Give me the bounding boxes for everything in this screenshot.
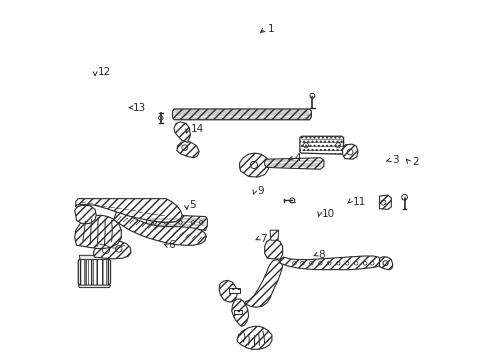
Polygon shape bbox=[232, 299, 248, 326]
Polygon shape bbox=[280, 256, 382, 270]
Text: 8: 8 bbox=[318, 250, 324, 260]
Polygon shape bbox=[234, 310, 242, 315]
Polygon shape bbox=[219, 280, 237, 302]
Polygon shape bbox=[172, 109, 311, 120]
Polygon shape bbox=[237, 326, 272, 349]
Text: 13: 13 bbox=[133, 103, 147, 113]
Text: 1: 1 bbox=[269, 24, 275, 34]
Polygon shape bbox=[265, 239, 283, 259]
Text: 2: 2 bbox=[412, 157, 418, 167]
Text: 11: 11 bbox=[353, 197, 366, 207]
Polygon shape bbox=[229, 288, 240, 293]
Polygon shape bbox=[379, 195, 392, 210]
Polygon shape bbox=[79, 255, 109, 260]
Text: 5: 5 bbox=[190, 200, 196, 210]
Polygon shape bbox=[379, 257, 393, 270]
Polygon shape bbox=[174, 122, 191, 142]
Polygon shape bbox=[343, 144, 358, 159]
Polygon shape bbox=[300, 136, 343, 154]
Text: 3: 3 bbox=[392, 155, 399, 165]
Text: 6: 6 bbox=[168, 239, 174, 249]
Polygon shape bbox=[78, 258, 111, 286]
Polygon shape bbox=[147, 214, 207, 230]
Text: 14: 14 bbox=[191, 124, 204, 134]
Polygon shape bbox=[74, 205, 96, 224]
Polygon shape bbox=[177, 141, 199, 158]
Text: 4: 4 bbox=[294, 153, 301, 163]
Text: 10: 10 bbox=[322, 209, 335, 219]
Polygon shape bbox=[78, 285, 111, 288]
Polygon shape bbox=[76, 199, 182, 222]
Polygon shape bbox=[94, 241, 131, 259]
Polygon shape bbox=[265, 158, 324, 169]
Text: 9: 9 bbox=[258, 186, 264, 196]
Polygon shape bbox=[74, 215, 122, 249]
Polygon shape bbox=[114, 208, 206, 245]
Text: 12: 12 bbox=[98, 67, 111, 77]
Polygon shape bbox=[97, 232, 104, 242]
Polygon shape bbox=[240, 153, 270, 177]
Polygon shape bbox=[245, 260, 283, 307]
Polygon shape bbox=[270, 230, 279, 240]
Text: 7: 7 bbox=[260, 234, 267, 244]
